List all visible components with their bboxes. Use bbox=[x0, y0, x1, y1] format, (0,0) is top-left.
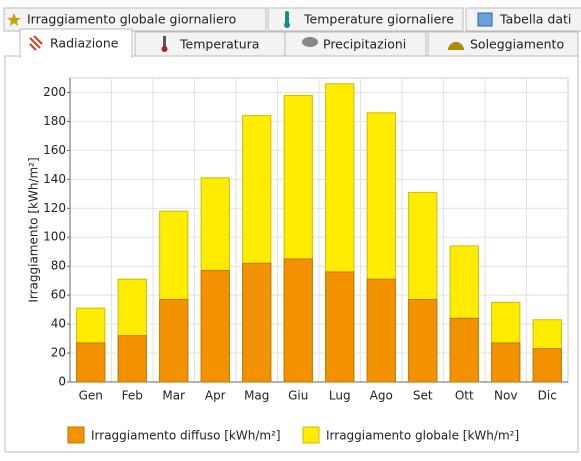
tab-label: Irraggiamento globale giornaliero bbox=[27, 12, 236, 27]
thermo-icon bbox=[285, 11, 289, 24]
cloud-icon bbox=[302, 37, 318, 47]
y-tick-label: 0 bbox=[58, 375, 66, 389]
y-tick-label: 60 bbox=[51, 288, 66, 302]
tab-selected[interactable] bbox=[19, 28, 133, 58]
x-tick-label: Mag bbox=[244, 389, 269, 403]
thermo-icon bbox=[161, 46, 168, 52]
bar bbox=[449, 317, 479, 383]
y-axis-label: Irraggiamento [kWh/m²] bbox=[27, 157, 41, 302]
tab-label: Tabella dati bbox=[499, 12, 571, 27]
bar bbox=[491, 342, 521, 383]
x-tick-label: Giu bbox=[288, 389, 308, 403]
y-tick-label: 140 bbox=[43, 172, 66, 186]
y-tick-label: 180 bbox=[43, 114, 66, 128]
bar bbox=[159, 298, 189, 383]
tab-label: Radiazione bbox=[50, 36, 119, 51]
bar bbox=[366, 278, 396, 383]
bar bbox=[408, 298, 438, 383]
y-tick-label: 80 bbox=[51, 259, 66, 273]
bar bbox=[117, 335, 147, 383]
x-tick-label: Mar bbox=[162, 389, 185, 403]
x-tick-label: Ott bbox=[455, 389, 474, 403]
y-tick-label: 160 bbox=[43, 143, 66, 157]
tab-label: Temperature giornaliere bbox=[303, 12, 454, 27]
tab-label: Precipitazioni bbox=[323, 37, 406, 52]
bar bbox=[283, 258, 313, 383]
tab-label: Temperatura bbox=[179, 37, 259, 52]
bar bbox=[532, 348, 562, 383]
thermo-icon bbox=[163, 36, 166, 48]
bar bbox=[76, 342, 106, 383]
tab[interactable] bbox=[465, 7, 581, 32]
legend-label: Irraggiamento diffuso [kWh/m²] bbox=[91, 429, 281, 443]
y-tick-label: 100 bbox=[43, 230, 66, 244]
y-tick-label: 40 bbox=[51, 317, 66, 331]
tab[interactable] bbox=[134, 31, 286, 57]
thermo-icon bbox=[284, 22, 290, 28]
y-tick-label: 120 bbox=[43, 201, 66, 215]
tab-joint bbox=[21, 55, 131, 58]
x-tick-label: Set bbox=[413, 389, 433, 403]
legend-swatch bbox=[67, 426, 85, 444]
x-tick-label: Lug bbox=[329, 389, 351, 403]
table-icon bbox=[477, 12, 493, 27]
star-icon bbox=[7, 13, 21, 26]
x-tick-label: Nov bbox=[494, 389, 517, 403]
x-tick-label: Apr bbox=[205, 389, 226, 403]
tab-label: Soleggiamento bbox=[470, 37, 564, 52]
legend-swatch bbox=[302, 426, 320, 444]
y-tick-label: 200 bbox=[43, 85, 66, 99]
bar bbox=[242, 262, 272, 383]
x-tick-label: Ago bbox=[370, 389, 393, 403]
sun-icon bbox=[448, 42, 464, 50]
tab[interactable] bbox=[3, 7, 267, 32]
y-tick-label: 20 bbox=[51, 346, 66, 360]
x-tick-label: Gen bbox=[79, 389, 103, 403]
legend-label: Irraggiamento globale [kWh/m²] bbox=[326, 429, 519, 443]
x-tick-label: Dic bbox=[538, 389, 557, 403]
x-tick-label: Feb bbox=[122, 389, 143, 403]
bar bbox=[325, 271, 355, 383]
bar bbox=[200, 270, 230, 383]
radiation-icon bbox=[29, 35, 43, 51]
tab[interactable] bbox=[267, 7, 464, 32]
